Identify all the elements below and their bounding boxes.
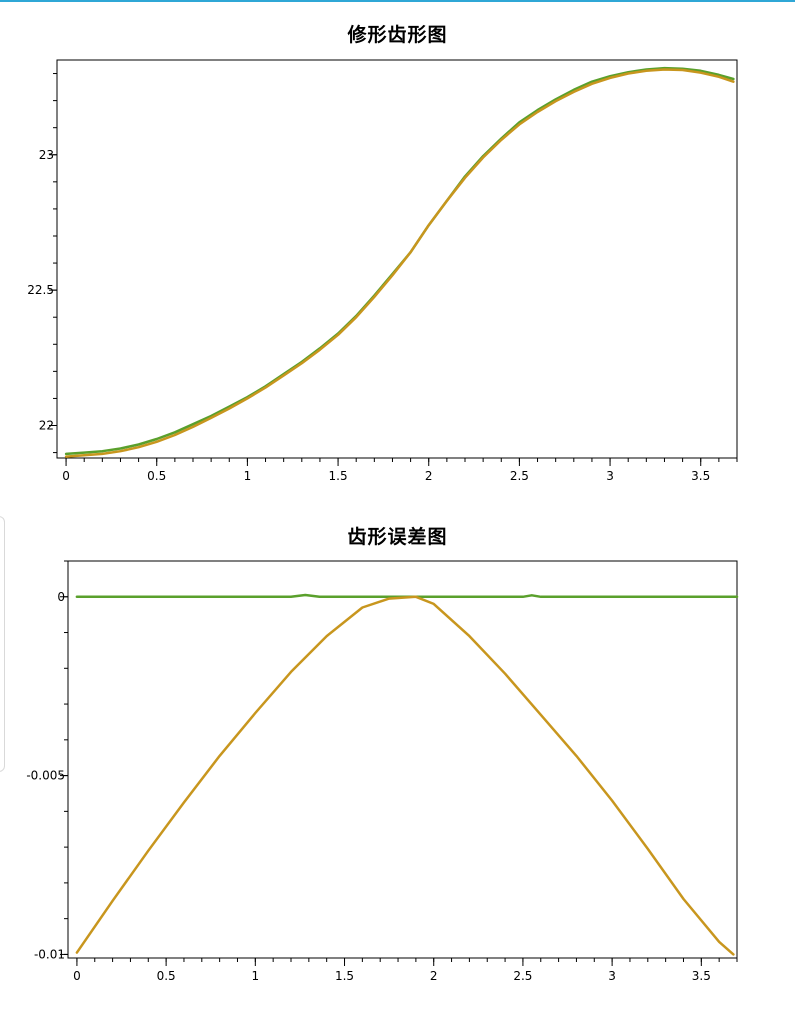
y-tick-label: 22.5 — [27, 283, 54, 297]
series-line-1 — [64, 66, 735, 456]
chart-title-profile: 修形齿形图 — [347, 24, 448, 46]
window-top-border — [0, 0, 795, 2]
x-tick-label: 2 — [425, 469, 433, 483]
y-tick-label: 23 — [39, 148, 54, 162]
x-tick-label: 3 — [606, 469, 614, 483]
plot-frame — [56, 59, 738, 459]
chart-title-error: 齿形误差图 — [347, 526, 448, 548]
y-tick-label: 22 — [39, 419, 54, 433]
x-tick-label: 2.5 — [510, 469, 529, 483]
x-tick-label: 1 — [244, 469, 252, 483]
x-tick-label: 1.5 — [329, 469, 348, 483]
series-line-2 — [64, 68, 735, 458]
x-tick-label: 0 — [62, 469, 70, 483]
x-tick-label: 3.5 — [691, 469, 710, 483]
x-tick-label: 0.5 — [147, 469, 166, 483]
